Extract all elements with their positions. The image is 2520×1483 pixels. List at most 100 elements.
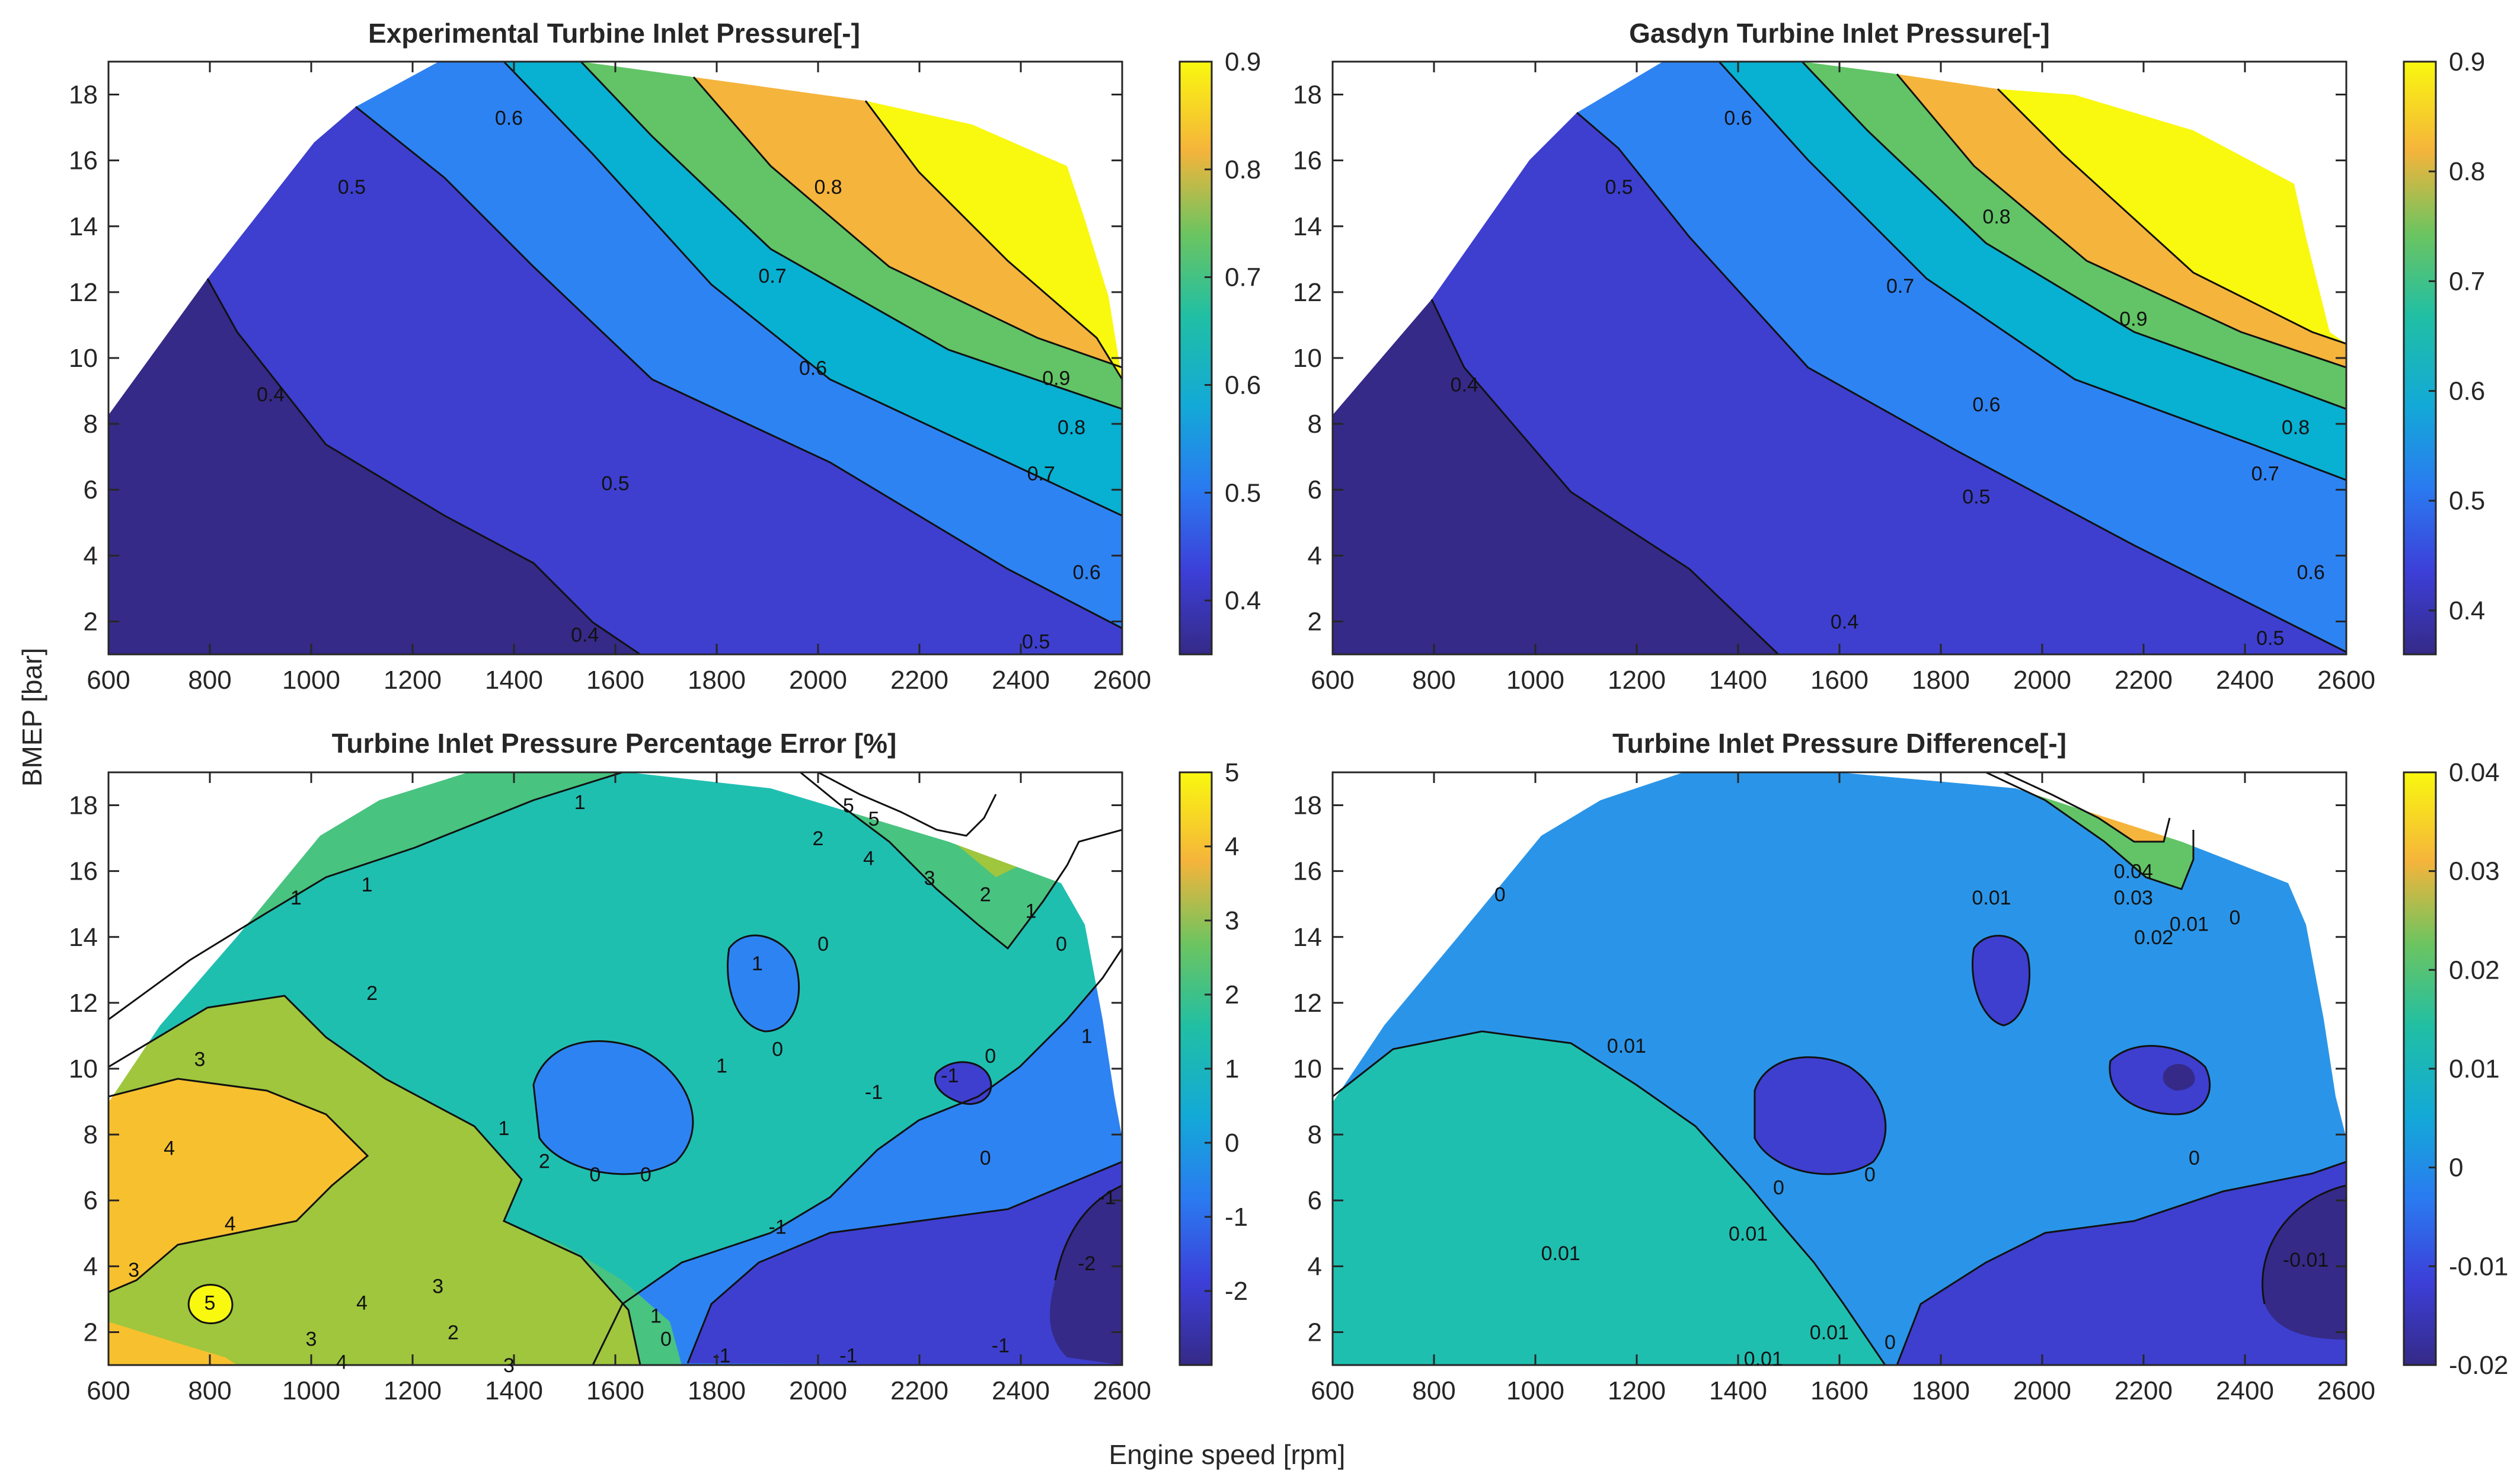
white-outside-right — [1897, 62, 2346, 344]
contour-label: 0.01 — [1541, 1242, 1580, 1265]
contour-label: 5 — [868, 808, 880, 830]
colorbar-gradient — [2403, 60, 2437, 656]
y-tick-label: 12 — [69, 278, 98, 307]
white-outside — [1333, 62, 1663, 415]
colorbar-tick-label: 0.9 — [2449, 47, 2485, 76]
contour-label: 0 — [660, 1328, 672, 1351]
y-tick-label: 16 — [1293, 146, 1322, 175]
contour-label: 0.8 — [1982, 206, 2010, 228]
region-1-8 — [1897, 74, 2346, 367]
region-3 — [108, 1079, 368, 1292]
contour-label: 0.5 — [1605, 176, 1633, 199]
contour-label: 0.5 — [601, 472, 629, 495]
y-tick-label: 4 — [1308, 541, 1322, 570]
colorbar-tick-label: 0.7 — [2449, 267, 2485, 296]
contour-label: 0.4 — [571, 624, 599, 647]
colorbar-ticks: 5 4 3 2 1 0 -1 -2 — [1205, 758, 1248, 1306]
x-tick-label: 600 — [87, 666, 130, 695]
contour-lines — [1430, 62, 2346, 654]
x-tick-label: 1800 — [1912, 1376, 1970, 1405]
contour-label: 0.6 — [2297, 561, 2325, 584]
contour-fill — [1333, 62, 2346, 654]
region-0-island2 — [1972, 935, 2030, 1025]
contour-label: 5 — [205, 1292, 216, 1314]
x-axis-label: Engine speed [rpm] — [1109, 1439, 1346, 1470]
x-tick-label: 600 — [87, 1376, 130, 1405]
contour-label: 0.5 — [1962, 485, 1990, 508]
panel-title: Turbine Inlet Pressure Percentage Error … — [332, 728, 897, 759]
y-tick-label: 8 — [84, 1120, 98, 1149]
contour-label: -1 — [941, 1065, 959, 1087]
contour-label: 0 — [985, 1045, 996, 1067]
y-tick-label: 14 — [1293, 923, 1322, 952]
y-tick-label: 18 — [1293, 791, 1322, 820]
contour-label: 0 — [817, 933, 829, 955]
x-tick-label: 2600 — [2317, 1376, 2375, 1405]
x-tick-label: 2600 — [1093, 666, 1151, 695]
white-outside-right — [694, 62, 1122, 379]
contour-label: 0.02 — [2134, 926, 2173, 949]
contour-lines — [1333, 772, 2346, 1365]
region-0 — [1897, 1162, 2346, 1365]
y-tick-label: 8 — [1308, 410, 1322, 439]
contour-label: 1 — [1081, 1025, 1093, 1047]
contour-label: 4 — [164, 1137, 175, 1159]
contour-label: 0.7 — [2251, 462, 2279, 485]
white-outside-right — [628, 772, 1122, 1138]
y-tick-label: 10 — [1293, 1054, 1322, 1084]
region-minus-spot — [2163, 1064, 2195, 1091]
y-tick-label: 18 — [69, 81, 98, 110]
contour-label: 3 — [306, 1328, 317, 1351]
colorbar-tick-label: 0 — [1225, 1129, 1239, 1158]
x-tick-label: 2000 — [2013, 666, 2071, 695]
colorbar-tick-label: 0 — [2449, 1153, 2463, 1182]
region-0-35 — [108, 279, 640, 654]
x-tick-label: 1800 — [1912, 666, 1970, 695]
contour-label: 1 — [1026, 900, 1037, 922]
contour-label: 0.5 — [338, 176, 366, 199]
region-0-5 — [356, 62, 1122, 628]
y-tick-label: 14 — [69, 212, 98, 241]
contour-label: 0 — [980, 1147, 991, 1169]
y-tick-label: 14 — [69, 923, 98, 952]
contour-label: 1 — [362, 874, 373, 896]
region-0-6 — [504, 62, 1122, 516]
contour-label: 0.4 — [1451, 373, 1478, 396]
region-1-9 — [1998, 89, 2346, 344]
contour-label: 2 — [448, 1321, 459, 1344]
colorbar-tick-label: 0.8 — [1225, 155, 1261, 184]
contour-label: 0 — [1773, 1177, 1784, 1199]
y-tick-label: 6 — [84, 475, 98, 504]
contour-label: -1 — [992, 1335, 1010, 1357]
y-tick-label: 2 — [1308, 607, 1322, 636]
contour-label: 0.6 — [1073, 561, 1101, 584]
colorbar-tick-label: 0.5 — [2449, 487, 2485, 516]
colorbar-ticks: 0.4 0.5 0.6 0.7 0.8 0.9 — [2429, 47, 2485, 625]
contour-label: 0 — [772, 1038, 783, 1061]
contour-label: 0 — [1864, 1164, 1876, 1186]
colorbar: 0.4 0.5 0.6 0.7 0.8 0.9 — [2403, 47, 2485, 656]
x-ticks: 600 800 1000 1200 1400 1600 1800 2000 2200 2400 26… — [87, 772, 1151, 1405]
x-tick-label: 2000 — [2013, 1376, 2071, 1405]
contour-label: 0.9 — [2119, 308, 2147, 330]
x-tick-label: 1200 — [384, 1376, 442, 1405]
contour-label: 0 — [640, 1164, 651, 1186]
colorbar-ticks: 0.04 0.03 0.02 0.01 0 -0.01 -0.02 — [2429, 758, 2508, 1380]
region-minus2-island — [935, 1062, 991, 1104]
y-tick-label: 12 — [1293, 278, 1322, 307]
contour-label: 0.4 — [1831, 611, 1858, 633]
contour-fill — [108, 772, 1122, 1365]
region-0-4 — [108, 107, 1122, 654]
colorbar-tick-label: 0.04 — [2449, 758, 2500, 787]
colorbar-tick-label: -2 — [1225, 1277, 1248, 1306]
contour-label: 3 — [128, 1259, 139, 1281]
colorbar-tick-label: 0.02 — [2449, 955, 2500, 985]
panel-title: Experimental Turbine Inlet Pressure[-] — [368, 18, 860, 49]
contour-label: 0 — [2229, 906, 2240, 929]
x-tick-label: 1600 — [1810, 1376, 1869, 1405]
contour-label: -2 — [1078, 1252, 1095, 1275]
x-tick-label: 1000 — [282, 666, 340, 695]
x-tick-label: 1000 — [1506, 666, 1564, 695]
